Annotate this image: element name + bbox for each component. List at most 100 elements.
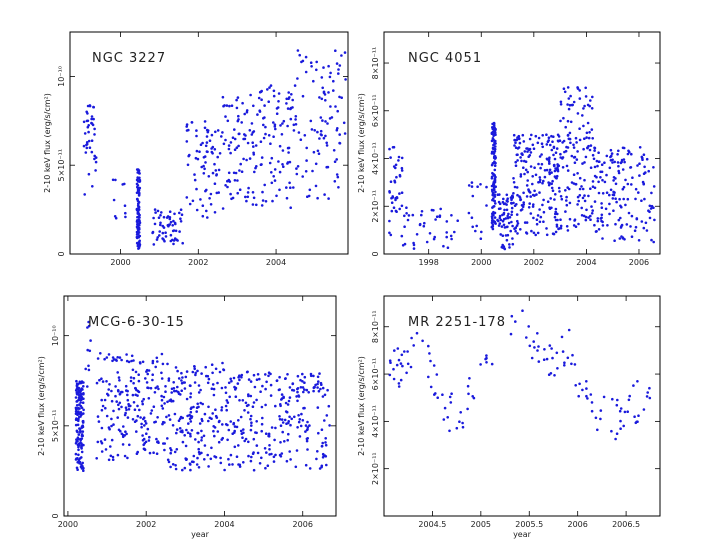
data-point	[400, 234, 404, 238]
data-point	[547, 139, 550, 142]
data-point	[305, 439, 309, 443]
data-point	[605, 191, 609, 194]
data-point	[157, 387, 160, 391]
data-point	[246, 141, 250, 145]
data-point	[172, 387, 176, 390]
data-point	[150, 409, 154, 412]
data-point	[566, 119, 570, 123]
data-point	[541, 181, 544, 185]
data-point	[242, 431, 245, 435]
data-point	[114, 394, 117, 398]
data-point	[389, 233, 393, 237]
data-point	[601, 192, 605, 195]
data-point	[494, 175, 497, 179]
data-point	[642, 153, 646, 156]
data-point	[260, 89, 264, 93]
data-point	[143, 424, 146, 427]
data-point	[572, 146, 576, 149]
data-point	[274, 404, 277, 408]
data-point	[559, 119, 562, 123]
data-point	[332, 79, 335, 83]
data-point	[497, 200, 501, 204]
data-point	[326, 122, 329, 125]
data-point	[392, 206, 396, 209]
data-point	[87, 324, 91, 328]
data-point	[123, 413, 127, 417]
data-point	[614, 182, 618, 186]
data-point	[232, 421, 236, 425]
data-point	[77, 387, 80, 391]
data-point	[338, 95, 341, 99]
data-point	[156, 236, 159, 239]
data-point	[552, 153, 555, 157]
data-point	[608, 193, 611, 197]
data-point	[75, 440, 78, 444]
data-point	[159, 223, 162, 227]
data-point	[201, 141, 204, 145]
data-point	[573, 363, 577, 366]
data-point	[94, 156, 98, 159]
data-point	[491, 137, 495, 140]
data-point	[222, 142, 226, 146]
data-point	[531, 205, 535, 208]
data-point	[221, 423, 224, 426]
data-point	[304, 170, 308, 173]
x-axis-label: year	[513, 530, 532, 539]
data-point	[446, 246, 450, 249]
data-point	[160, 211, 163, 214]
data-point	[415, 331, 419, 335]
data-point	[576, 172, 579, 175]
data-point	[467, 184, 471, 187]
data-point	[225, 104, 229, 107]
data-point	[189, 434, 192, 438]
data-point	[491, 227, 495, 231]
data-point	[583, 137, 586, 140]
data-point	[567, 328, 571, 332]
data-point	[233, 445, 237, 449]
data-point	[450, 392, 453, 396]
data-point	[388, 219, 391, 223]
data-point	[513, 138, 516, 142]
data-point	[111, 359, 114, 363]
data-point	[305, 437, 309, 441]
data-point	[141, 439, 145, 442]
data-point	[535, 193, 538, 196]
data-point	[507, 221, 511, 225]
data-point	[616, 161, 620, 164]
data-point	[525, 336, 528, 339]
data-point	[528, 344, 532, 348]
data-point	[625, 223, 629, 226]
data-point	[140, 425, 143, 429]
data-point	[638, 162, 641, 165]
data-point	[138, 219, 141, 222]
data-point	[138, 239, 141, 243]
panel-mr-2251-178: 2004.5 2005 2005.5 2006 2006.5 2×10⁻¹¹4×10⁻¹…	[357, 295, 661, 539]
data-point	[244, 401, 248, 405]
data-point	[570, 181, 574, 184]
data-point	[626, 197, 630, 201]
data-point	[519, 228, 522, 231]
data-point	[295, 449, 299, 452]
data-point	[280, 418, 284, 421]
data-point	[145, 432, 148, 436]
data-point	[303, 134, 307, 137]
data-point	[173, 212, 176, 216]
data-point	[493, 216, 497, 219]
data-point	[140, 422, 143, 426]
data-point	[591, 95, 594, 99]
data-point	[599, 417, 602, 421]
data-point	[104, 406, 107, 410]
data-point	[152, 243, 156, 246]
data-point	[466, 407, 469, 411]
data-point	[513, 144, 516, 147]
data-point	[138, 244, 141, 248]
data-point	[308, 424, 311, 427]
data-point	[618, 237, 622, 240]
data-point	[163, 442, 166, 445]
data-point	[251, 191, 255, 194]
data-point	[275, 379, 279, 382]
data-point	[124, 406, 128, 410]
data-point	[160, 371, 163, 375]
data-point	[199, 198, 202, 201]
data-point	[425, 240, 429, 244]
